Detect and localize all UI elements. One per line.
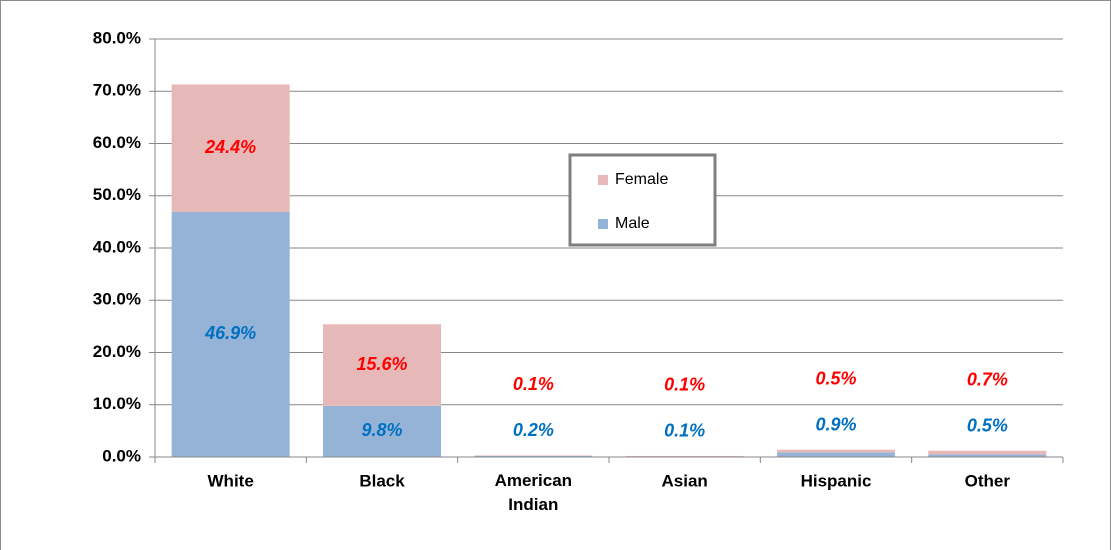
y-tick-label: 80.0% [93, 28, 141, 47]
x-tick-label: Other [965, 471, 1011, 490]
y-tick-label: 0.0% [102, 446, 141, 465]
legend-box [568, 153, 717, 247]
value-label: 46.9% [204, 323, 256, 343]
y-tick-label: 10.0% [93, 394, 141, 413]
bar-segment [928, 450, 1047, 455]
legend-label: Male [615, 215, 650, 232]
x-tick-label: Asian [662, 471, 708, 490]
value-label: 15.6% [356, 354, 407, 374]
bar-segment [323, 405, 441, 457]
legend-label: Female [615, 171, 668, 188]
bar-segment [777, 449, 895, 453]
y-tick-label: 50.0% [93, 185, 141, 204]
value-label: 24.4% [204, 137, 256, 157]
x-tick-label: American Indian [495, 471, 572, 514]
y-tick-label: 20.0% [93, 342, 141, 361]
y-tick-label: 60.0% [93, 133, 141, 152]
value-label: 0.1% [664, 421, 705, 441]
legend-swatch [598, 219, 608, 229]
value-label: 0.1% [513, 374, 554, 394]
value-label: 0.7% [967, 369, 1008, 389]
value-label: 0.1% [664, 375, 705, 395]
x-tick-label: Black [359, 471, 405, 490]
value-label: 0.2% [513, 420, 554, 440]
bar-segment [171, 84, 290, 212]
value-label: 0.9% [815, 414, 856, 434]
value-label: 9.8% [361, 420, 402, 440]
x-tick-label: Hispanic [801, 471, 872, 490]
bar-segment [474, 455, 593, 456]
y-tick-label: 70.0% [93, 81, 141, 100]
bar-segment [171, 211, 290, 457]
bar-segment [777, 452, 895, 457]
bar-segment [625, 455, 744, 457]
bar-segment [474, 455, 593, 457]
y-tick-label: 30.0% [93, 290, 141, 309]
bar-segment [928, 454, 1047, 457]
value-label: 0.5% [815, 368, 856, 388]
y-tick-label: 40.0% [93, 237, 141, 256]
bar-segment [323, 324, 441, 406]
legend-swatch [598, 175, 608, 185]
x-tick-label: White [208, 471, 254, 490]
value-label: 0.5% [967, 415, 1008, 435]
